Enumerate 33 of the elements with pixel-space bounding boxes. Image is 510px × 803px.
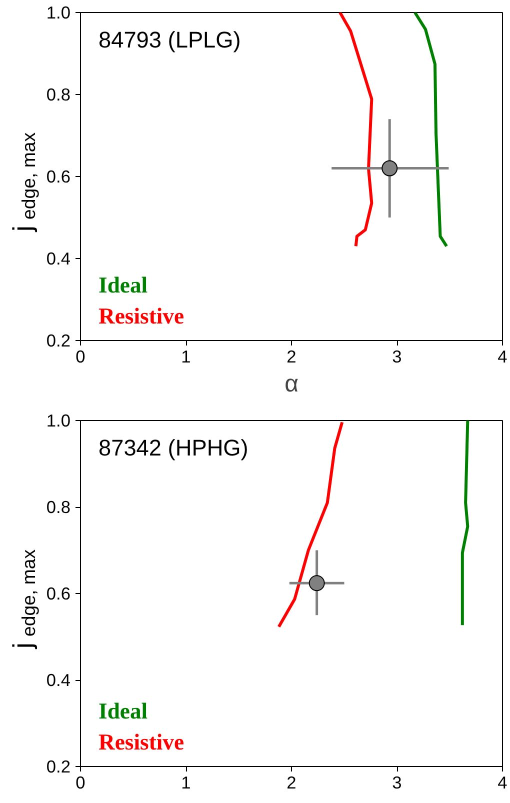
x-tick-label: 1 <box>181 346 191 366</box>
text: Ideal <box>98 272 148 298</box>
y-tick-label: 0.6 <box>46 166 71 186</box>
x-tick-label: 2 <box>286 346 296 366</box>
x-tick-label: 0 <box>76 772 86 792</box>
y-tick-label: 0.2 <box>46 756 71 776</box>
y-tick-label: 0.8 <box>46 497 71 517</box>
y-tick-label: 1.0 <box>46 2 71 22</box>
text: Resistive <box>98 304 184 328</box>
text: 84793 (LPLG) <box>98 26 241 52</box>
x-tick-label: 4 <box>498 772 508 792</box>
x-tick-label: 1 <box>181 772 191 792</box>
y-tick-label: 0.6 <box>46 584 71 604</box>
line-series <box>460 420 470 627</box>
line-series <box>277 420 344 628</box>
y-axis-title: jedge, max <box>8 132 39 232</box>
x-tick-label: 0 <box>76 346 86 366</box>
x-tick-label: 3 <box>392 772 402 792</box>
y-tick-label: 1.0 <box>46 410 71 430</box>
line-series <box>413 12 448 248</box>
text: 87342 (HPHG) <box>98 434 248 460</box>
x-tick-label: 4 <box>498 346 508 366</box>
y-tick-label: 0.2 <box>46 330 71 350</box>
text: Ideal <box>98 698 148 724</box>
y-tick-label: 0.4 <box>46 670 71 690</box>
line-series <box>338 12 374 248</box>
x-axis-title: α <box>284 370 299 398</box>
y-tick-label: 0.4 <box>46 248 71 268</box>
y-tick-label: 0.8 <box>46 84 71 104</box>
x-tick-label: 2 <box>286 772 296 792</box>
text: Resistive <box>98 730 184 754</box>
x-tick-label: 3 <box>392 346 402 366</box>
y-axis-title: jedge, max <box>8 548 39 650</box>
